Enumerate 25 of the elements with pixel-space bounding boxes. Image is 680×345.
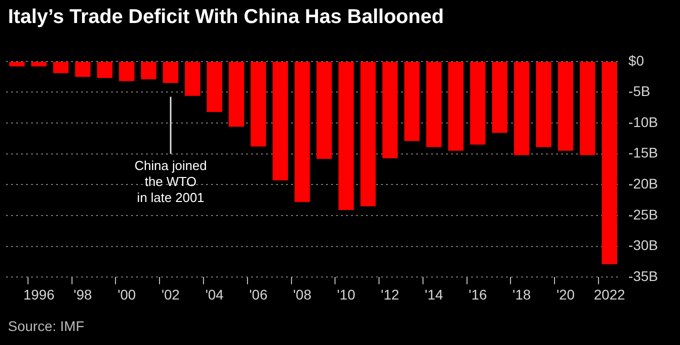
y-tick-label: -30B (628, 237, 658, 254)
x-tick-label: '20 (556, 286, 575, 302)
y-tick-label: -25B (628, 206, 658, 222)
x-tick-label: '14 (424, 286, 444, 302)
annotation: China joined the WTO in late 2001 (134, 158, 207, 205)
x-tick-label: '06 (249, 286, 268, 302)
y-tick-label: -35B (628, 268, 658, 284)
y-tick-label: $0 (628, 52, 644, 68)
source-note: Source: IMF (8, 318, 84, 334)
x-tick-label: '16 (468, 286, 488, 302)
y-tick-label: -10B (628, 114, 658, 130)
y-tick-label: -5B (628, 83, 650, 100)
x-tick-label: '04 (205, 286, 224, 302)
x-tick-label: '10 (337, 286, 356, 302)
x-tick-label: '00 (118, 286, 136, 302)
x-tick-label: '98 (74, 286, 92, 302)
chart-title: Italy’s Trade Deficit With China Has Ballooned (8, 6, 444, 29)
x-tick-label: 2022 (594, 286, 626, 302)
x-tick-label: '02 (161, 286, 180, 302)
x-tick-label: '18 (512, 286, 532, 302)
x-tick-label: 1996 (23, 286, 55, 302)
y-tick-label: -20B (628, 176, 658, 192)
x-tick-label: '12 (380, 286, 400, 302)
y-tick-label: -15B (628, 144, 658, 161)
x-tick-label: '08 (293, 286, 312, 302)
